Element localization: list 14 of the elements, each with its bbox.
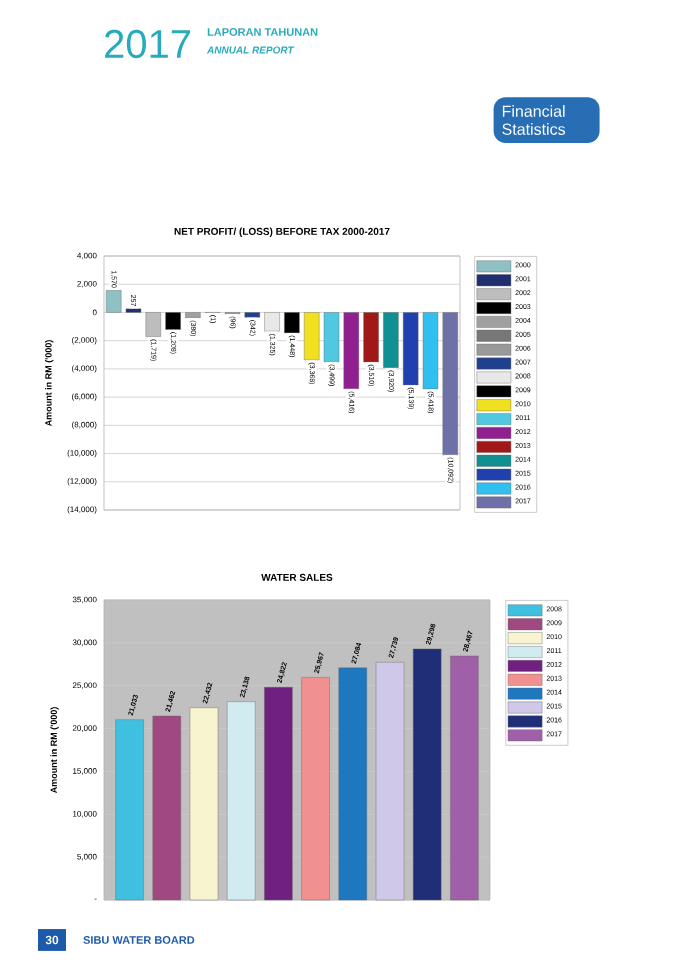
- bar: [264, 687, 293, 901]
- bar: [189, 707, 219, 901]
- bar: [115, 719, 144, 901]
- bar: [338, 667, 367, 901]
- bar: [152, 715, 181, 901]
- bar: [375, 662, 405, 901]
- bar: [226, 701, 256, 901]
- text: Financial Statistics: [502, 105, 566, 135]
- text: 2017: [105, 29, 191, 59]
- bar: [412, 648, 442, 901]
- bar: [450, 655, 479, 901]
- bar: [383, 312, 399, 368]
- bar: [185, 312, 201, 319]
- bar: [301, 677, 330, 901]
